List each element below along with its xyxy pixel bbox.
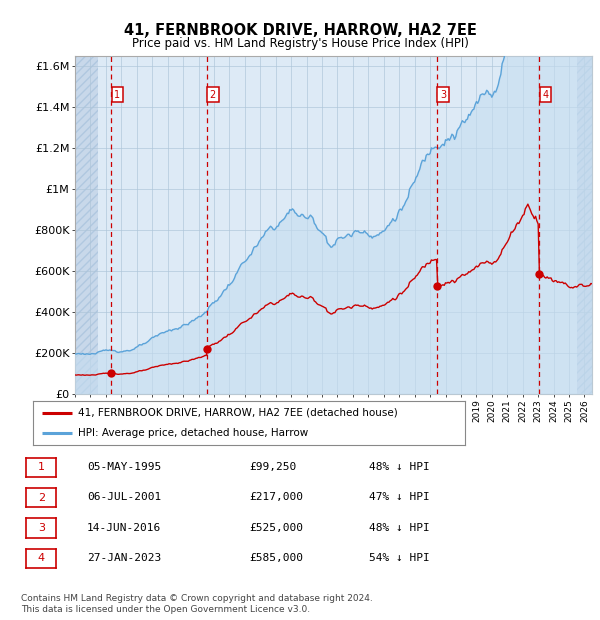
Text: £217,000: £217,000 bbox=[249, 492, 303, 502]
Text: £525,000: £525,000 bbox=[249, 523, 303, 533]
Text: 1: 1 bbox=[115, 90, 121, 100]
Text: 14-JUN-2016: 14-JUN-2016 bbox=[87, 523, 161, 533]
Text: 3: 3 bbox=[440, 90, 446, 100]
Text: 41, FERNBROOK DRIVE, HARROW, HA2 7EE (detached house): 41, FERNBROOK DRIVE, HARROW, HA2 7EE (de… bbox=[79, 407, 398, 418]
Text: 05-MAY-1995: 05-MAY-1995 bbox=[87, 462, 161, 472]
Text: 54% ↓ HPI: 54% ↓ HPI bbox=[369, 553, 430, 563]
Text: 41, FERNBROOK DRIVE, HARROW, HA2 7EE: 41, FERNBROOK DRIVE, HARROW, HA2 7EE bbox=[124, 23, 476, 38]
Text: This data is licensed under the Open Government Licence v3.0.: This data is licensed under the Open Gov… bbox=[21, 605, 310, 614]
Text: 48% ↓ HPI: 48% ↓ HPI bbox=[369, 523, 430, 533]
Text: 3: 3 bbox=[38, 523, 45, 533]
Bar bbox=[75, 56, 98, 394]
Text: £585,000: £585,000 bbox=[249, 553, 303, 563]
Text: 4: 4 bbox=[542, 90, 548, 100]
Text: £99,250: £99,250 bbox=[249, 462, 296, 472]
Text: HPI: Average price, detached house, Harrow: HPI: Average price, detached house, Harr… bbox=[79, 428, 308, 438]
Text: 4: 4 bbox=[38, 553, 45, 564]
Text: Contains HM Land Registry data © Crown copyright and database right 2024.: Contains HM Land Registry data © Crown c… bbox=[21, 595, 373, 603]
Text: 47% ↓ HPI: 47% ↓ HPI bbox=[369, 492, 430, 502]
Text: 2: 2 bbox=[38, 492, 45, 503]
Text: 27-JAN-2023: 27-JAN-2023 bbox=[87, 553, 161, 563]
Text: 48% ↓ HPI: 48% ↓ HPI bbox=[369, 462, 430, 472]
Text: 06-JUL-2001: 06-JUL-2001 bbox=[87, 492, 161, 502]
Text: 2: 2 bbox=[209, 90, 216, 100]
Bar bbox=[577, 56, 592, 394]
Text: 1: 1 bbox=[38, 462, 45, 472]
Text: Price paid vs. HM Land Registry's House Price Index (HPI): Price paid vs. HM Land Registry's House … bbox=[131, 37, 469, 50]
